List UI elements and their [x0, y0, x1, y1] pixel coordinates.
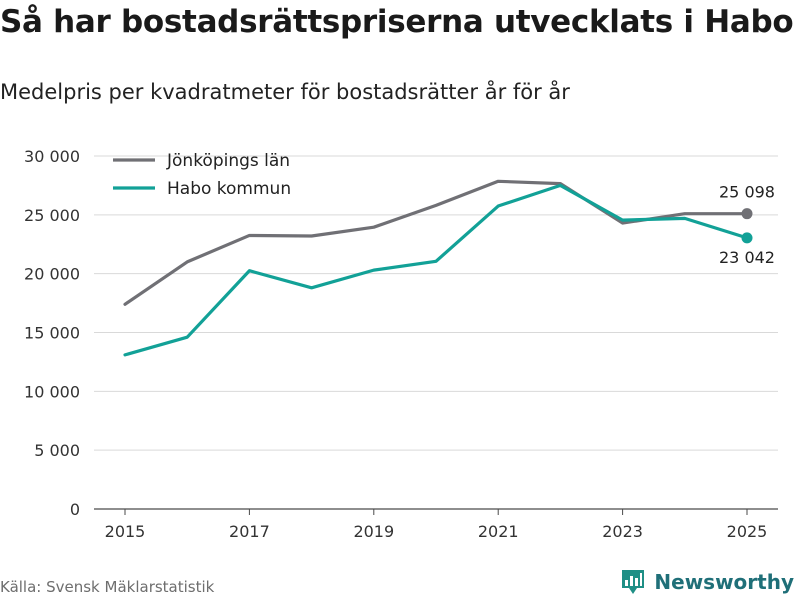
chart-subtitle: Medelpris per kvadratmeter för bostadsrä… — [0, 80, 570, 104]
y-tick-label: 5 000 — [34, 441, 80, 460]
brand-name: Newsworthy — [654, 570, 794, 594]
y-tick-label: 10 000 — [24, 382, 80, 401]
end-value-label: 23 042 — [719, 248, 775, 267]
x-tick-label: 2021 — [478, 522, 519, 541]
series-line-habo-kommun — [123, 183, 749, 357]
x-tick-label: 2019 — [353, 522, 394, 541]
end-value-label: 25 098 — [719, 183, 775, 202]
x-tick-label: 2023 — [602, 522, 643, 541]
series: 25 098 23 042 — [123, 179, 775, 357]
grid — [94, 155, 778, 510]
series-line-jonkopings-lan — [123, 179, 749, 306]
axes: 0 5 000 10 000 15 000 20 000 25 000 30 000 2015… — [24, 147, 767, 541]
legend-label: Jönköpings län — [166, 151, 290, 171]
source-note: Källa: Svensk Mäklarstatistik — [0, 578, 215, 596]
chart-title: Så har bostadsrättspriserna utvecklats i… — [0, 4, 794, 40]
legend: Jönköpings län Habo kommun — [113, 151, 291, 199]
bar-chart-logo-icon — [622, 570, 645, 594]
x-tick-label: 2025 — [727, 522, 768, 541]
x-tick-label: 2015 — [105, 522, 146, 541]
end-point-marker — [741, 232, 753, 244]
y-tick-label: 0 — [70, 500, 80, 519]
legend-label: Habo kommun — [167, 179, 291, 199]
y-tick-label: 20 000 — [24, 265, 80, 284]
x-tick-label: 2017 — [229, 522, 270, 541]
brand-logo: Newsworthy — [620, 568, 794, 596]
end-point-marker — [741, 208, 753, 220]
y-tick-label: 15 000 — [24, 324, 80, 343]
y-tick-label: 25 000 — [24, 206, 80, 225]
y-tick-label: 30 000 — [24, 147, 80, 166]
